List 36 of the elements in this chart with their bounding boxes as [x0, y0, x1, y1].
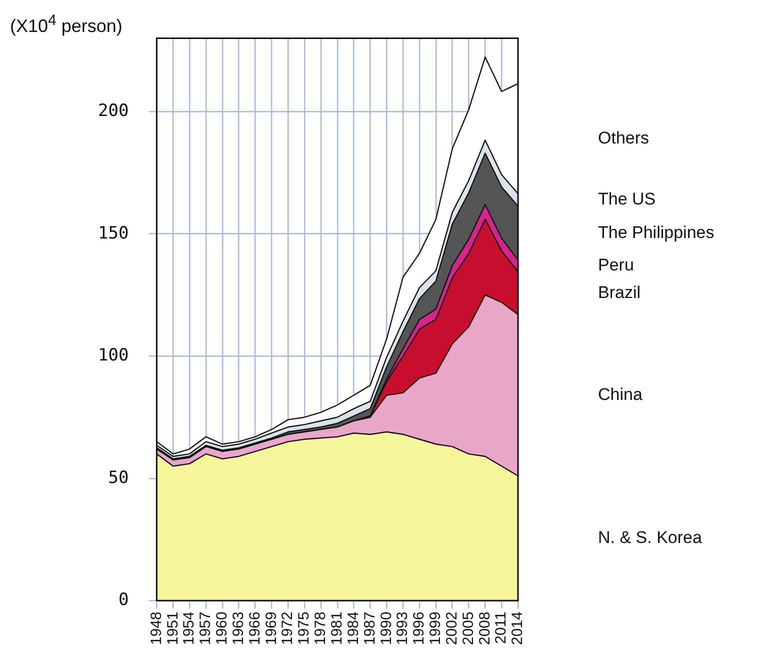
y-axis-title: (X10$^{4}$ person) — [10, 12, 122, 37]
x-tick-label: 1981 — [328, 612, 346, 646]
text: Brazil — [598, 282, 641, 302]
x-tick-label: 1963 — [230, 612, 247, 646]
y-tick-label: 0 — [118, 590, 129, 610]
text: N. & S. Korea — [598, 528, 702, 547]
text: The US — [598, 190, 656, 209]
x-tick-label: 2002 — [443, 612, 460, 646]
x-tick-label: 1972 — [279, 612, 296, 646]
x-tick-label: 1999 — [427, 612, 444, 646]
x-tick-label: 1984 — [344, 612, 362, 646]
x-tick-label: 1957 — [197, 612, 214, 646]
x-tick-label: 2011 — [492, 612, 510, 644]
y-tick-label: 100 — [98, 346, 129, 366]
x-tick-label: 1954 — [180, 612, 198, 646]
x-tick-label: 1990 — [378, 612, 395, 646]
x-tick-label: 1987 — [361, 612, 378, 646]
x-tick-label: 1960 — [214, 612, 231, 646]
x-tick-label: 2008 — [476, 612, 494, 646]
y-tick-label: 50 — [108, 468, 129, 488]
y-tick-label: 200 — [98, 100, 129, 121]
x-tick-label: 1966 — [246, 612, 264, 646]
x-tick-label: 1996 — [410, 612, 428, 646]
x-tick-label: 1975 — [296, 612, 313, 646]
x-tick-label: 1948 — [148, 612, 165, 646]
x-tick-label: 1969 — [262, 612, 280, 646]
text: Others — [598, 128, 650, 148]
x-tick-label: 2014 — [509, 612, 526, 646]
text: Peru — [598, 256, 634, 275]
text: The Philippines — [598, 222, 714, 242]
x-tick-label: 1978 — [312, 612, 330, 646]
text: China — [598, 384, 643, 404]
x-tick-label: 1993 — [394, 612, 412, 646]
y-tick-label: 150 — [98, 223, 129, 244]
x-tick-label: 1951 — [164, 612, 182, 646]
x-tick-label: 2005 — [460, 612, 477, 646]
